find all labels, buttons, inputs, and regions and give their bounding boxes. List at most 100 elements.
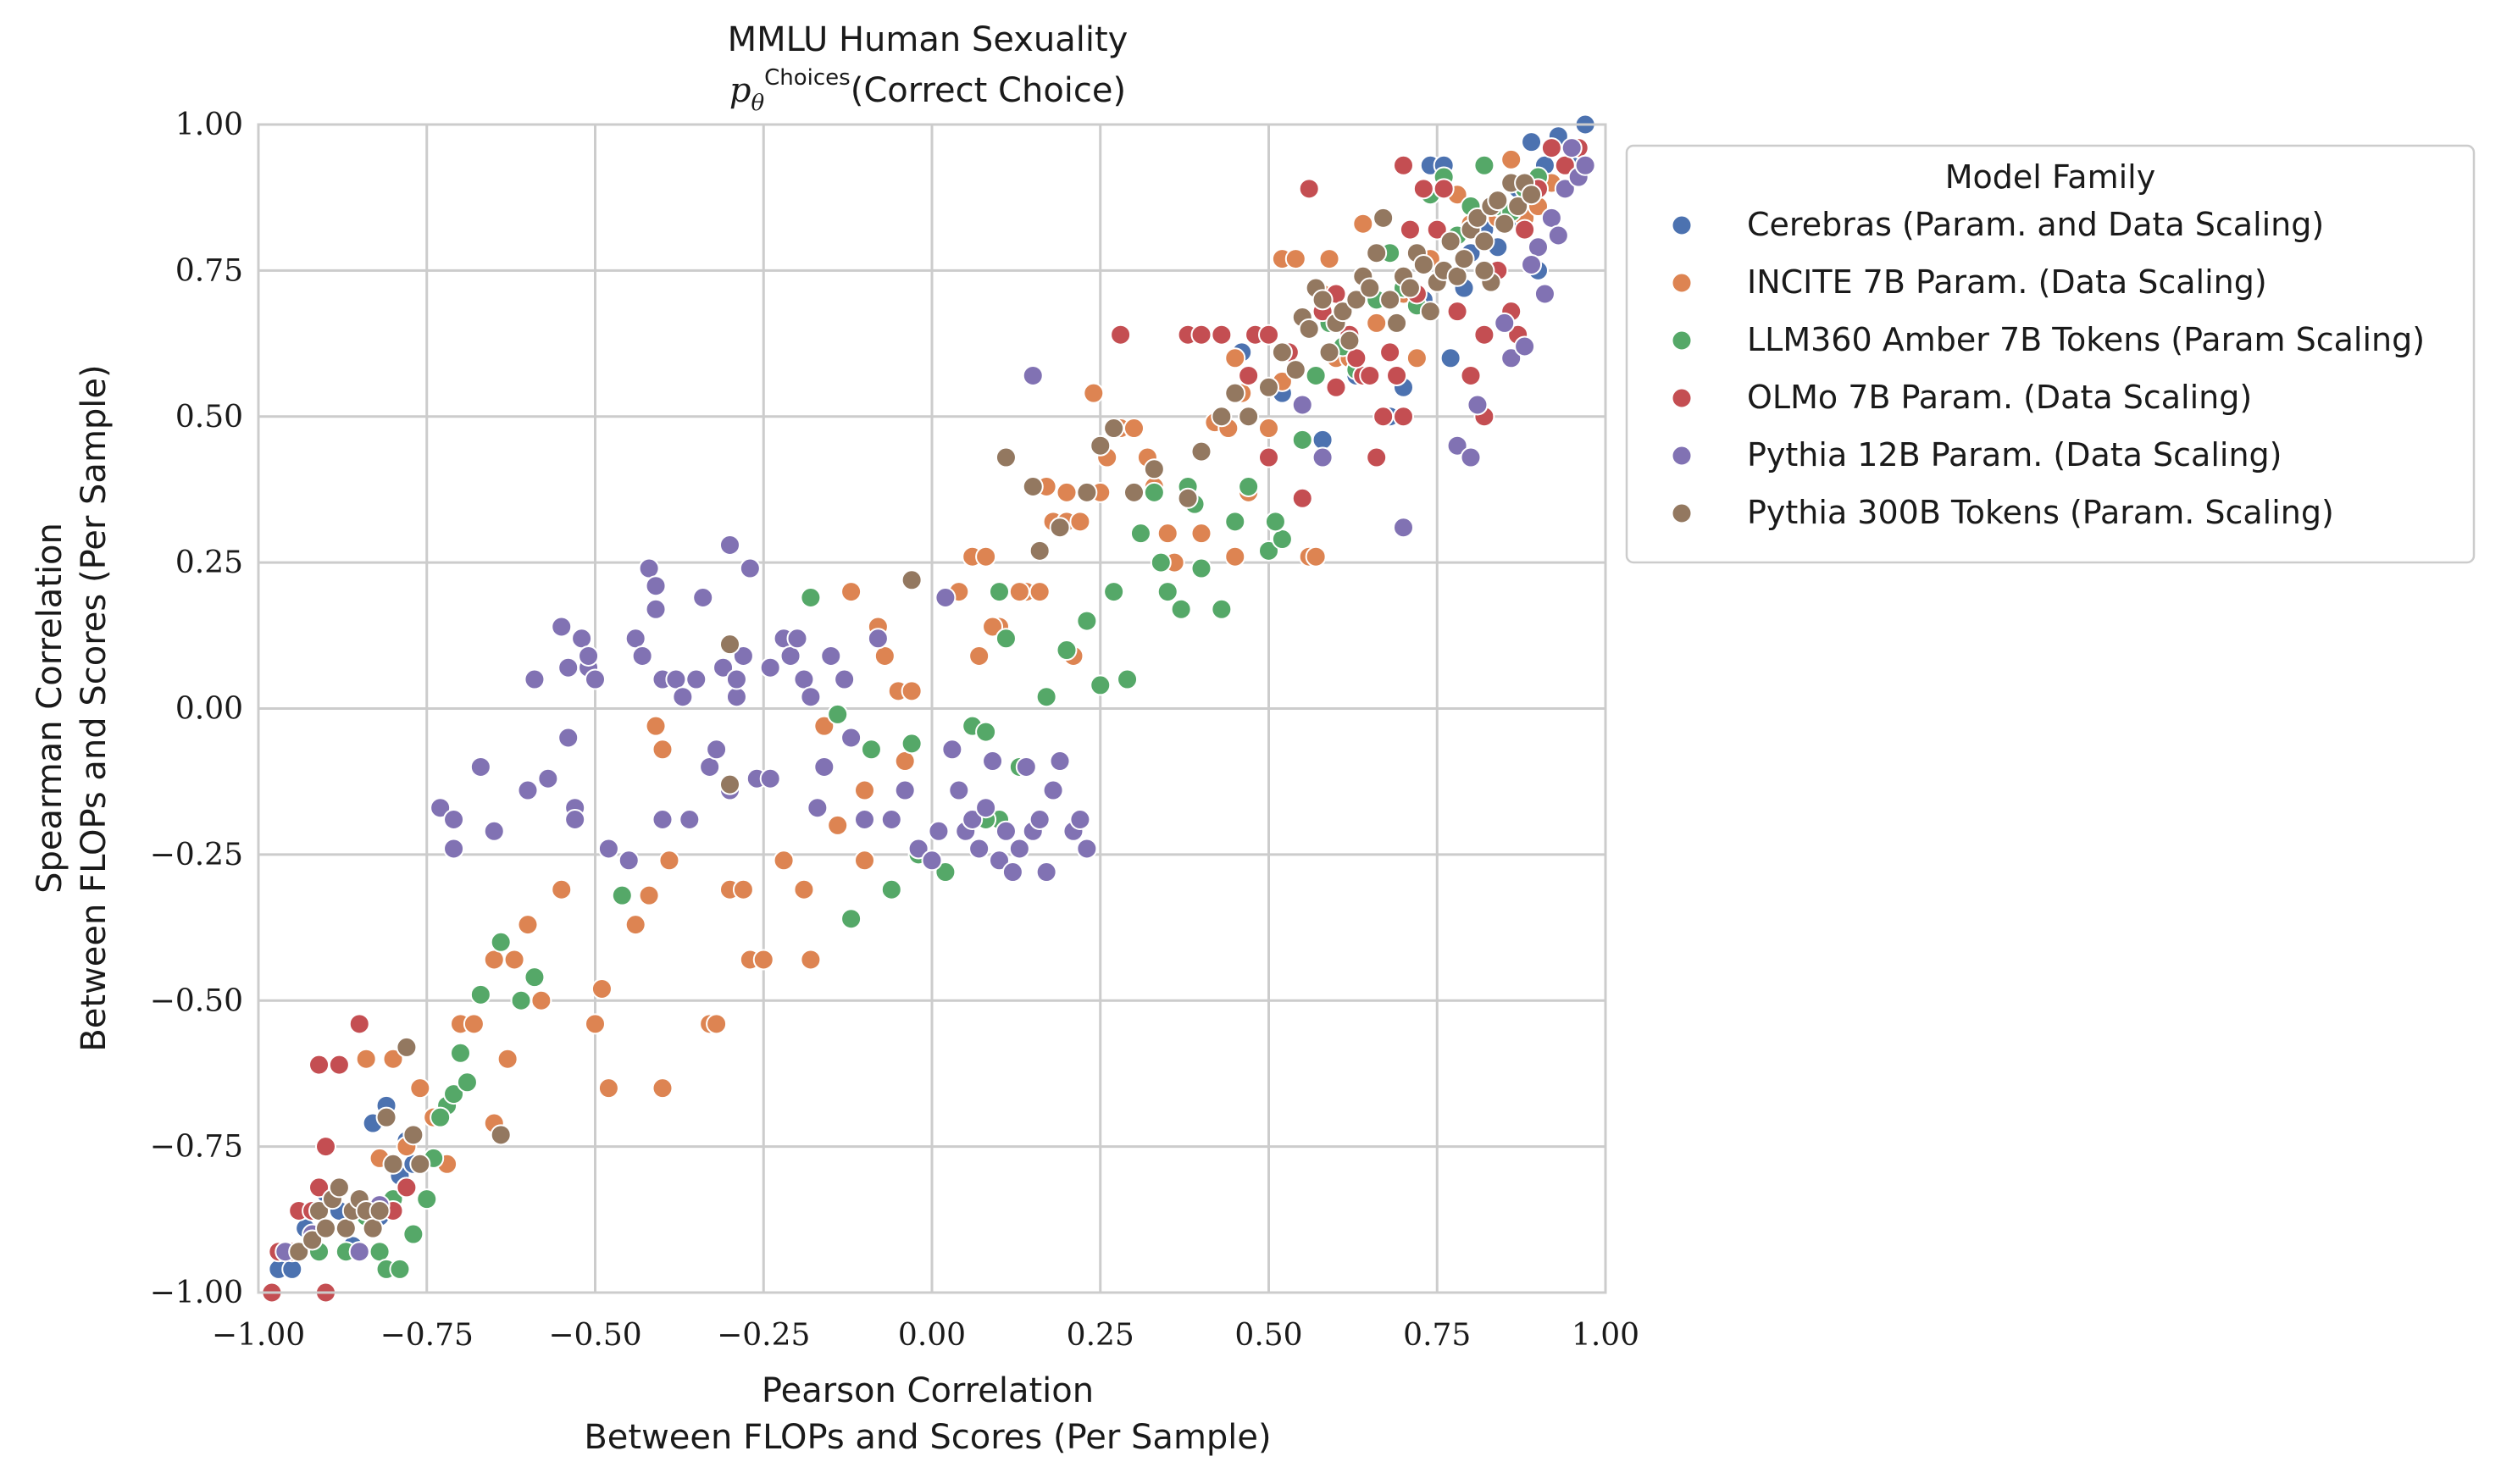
legend-marker [1671,445,1693,467]
scatter-point [288,1241,310,1263]
y-tick-label: 0.25 [175,545,243,580]
scatter-point [524,668,546,690]
scatter-point [1521,131,1543,153]
scatter-point [1446,265,1468,287]
scatter-point [665,668,687,690]
x-tick-label: 0.25 [1067,1318,1134,1353]
scatter-point [375,1106,397,1128]
scatter-point [901,733,923,755]
scatter-point [302,1229,324,1251]
scatter-point [1379,289,1401,311]
scatter-point [968,838,990,860]
scatter-point [894,779,916,801]
scatter-point [328,1177,350,1199]
legend-marker [1671,214,1693,236]
scatter-point [995,820,1017,842]
legend-label: OLMo 7B Param. (Data Scaling) [1747,379,2252,416]
scatter-point [1258,376,1279,398]
scatter-point [968,645,990,667]
scatter-point [1224,347,1246,369]
scatter-point [1190,324,1212,346]
series-6 [288,172,1543,1263]
scatter-point [396,1036,418,1058]
scatter-point [901,569,923,591]
scatter-point [1352,213,1374,235]
scatter-point [315,1136,336,1158]
scatter-point [982,750,1004,772]
scatter-point [1446,435,1468,457]
scatter-point [1305,545,1327,568]
legend-box [1625,144,2476,564]
scatter-point [1312,429,1334,451]
scatter-point [469,983,491,1005]
scatter-point [1069,511,1091,533]
scatter-point [524,966,546,988]
scatter-point [1521,184,1543,206]
scatter-point [1083,382,1105,404]
scatter-point [725,668,747,690]
scatter-point [779,645,801,667]
scatter-point [1345,289,1367,311]
scatter-point [1433,178,1455,200]
scatter-point [739,557,761,579]
scatter-point [645,715,667,737]
scatter-point [713,656,735,678]
scatter-point [813,715,835,737]
scatter-point [1439,230,1461,252]
scatter-point [1224,545,1246,568]
scatter-point [578,645,600,667]
scatter-point [921,850,943,872]
scatter-point [362,1217,384,1239]
scatter-point [1393,154,1414,176]
scatter-point [995,628,1017,650]
scatter-point [1366,312,1388,334]
scatter-point [1001,861,1023,883]
scatter-point [1123,481,1145,503]
scatter-point [564,809,586,831]
scatter-point [975,545,997,568]
scatter-point [1224,511,1246,533]
scatter-point [1156,581,1178,603]
scatter-point [396,1177,418,1199]
scatter-point [551,616,573,638]
scatter-point [719,534,740,556]
y-axis-label-line1: Spearman Correlation [30,523,69,894]
scatter-point [732,645,754,667]
scatter-point [652,809,674,831]
scatter-point [901,680,923,702]
scatter-point [1211,324,1233,346]
scatter-point [409,1153,431,1175]
scatter-point [989,581,1010,603]
scatter-point [692,586,714,608]
scatter-point [1412,253,1434,275]
scatter-point [907,838,929,860]
scatter-point [1359,277,1381,299]
scatter-point [1035,861,1057,883]
scatter-point [719,773,740,795]
scatter-point [382,1153,404,1175]
y-tick-label: −1.00 [150,1276,243,1310]
scatter-point [786,628,808,650]
scatter-point [725,686,747,708]
scatter-point [1372,207,1395,229]
scatter-point [1514,335,1536,357]
scatter-point [585,668,606,690]
scatter-point [369,1199,391,1221]
legend-label: INCITE 7B Param. (Data Scaling) [1747,263,2267,301]
scatter-point [1271,341,1293,363]
scatter-point [860,739,882,761]
scatter-point [1500,347,1522,369]
scatter-point [1487,190,1509,212]
legend: Model Family Cerebras (Param. and Data S… [1625,144,2476,564]
scatter-point [1500,148,1522,170]
scatter-point [934,586,957,608]
series-3 [308,154,1549,1280]
scatter-point [611,884,633,906]
scatter-point [1022,364,1044,386]
y-axis-label-line2: Between FLOPs and Scores (Per Sample) [75,364,114,1051]
scatter-point [1177,487,1199,509]
scatter-point [597,1077,619,1099]
scatter-point [1473,324,1495,346]
scatter-point [1190,557,1212,579]
scatter-point [975,797,997,819]
